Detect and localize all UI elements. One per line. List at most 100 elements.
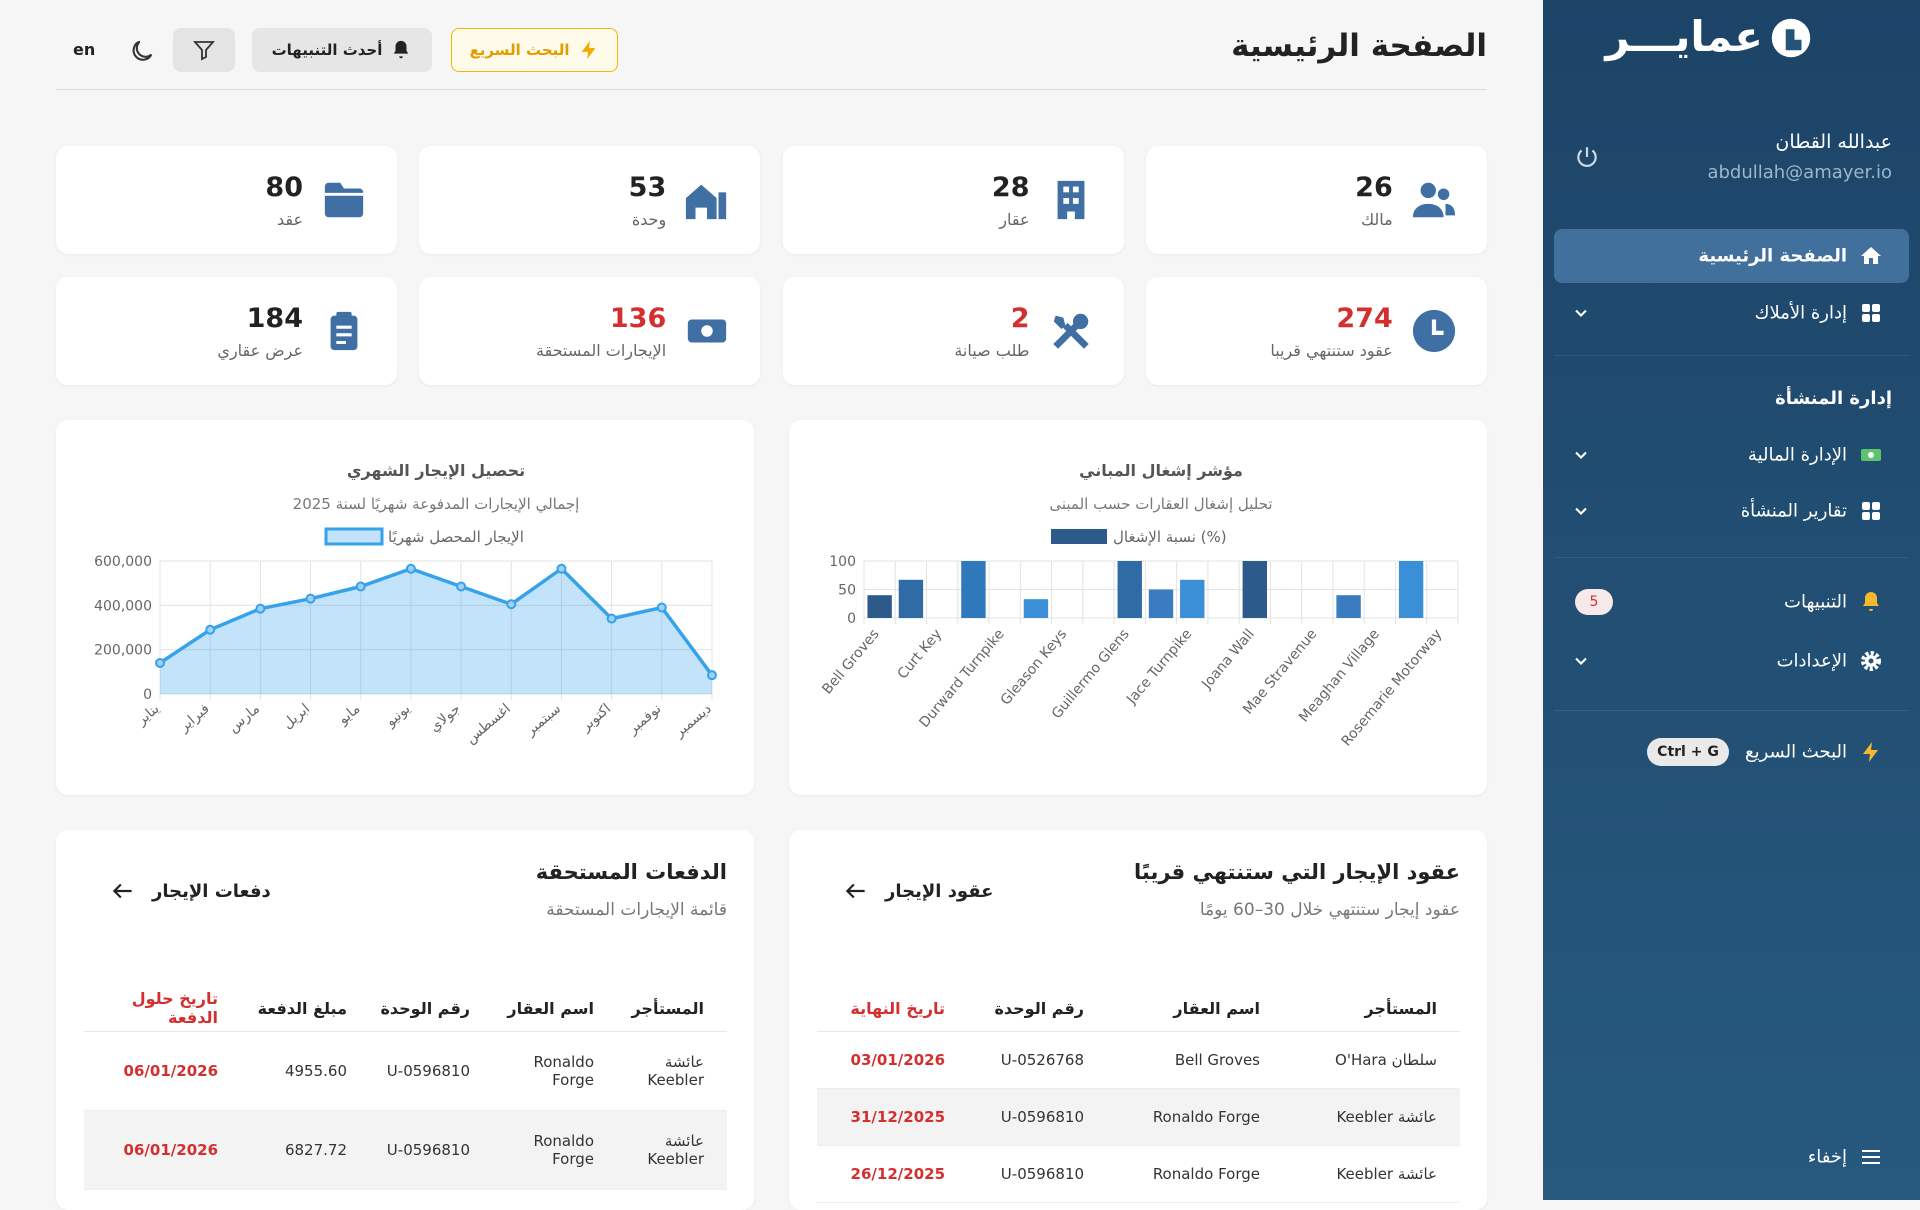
table-cell: U-0596810 <box>370 1031 493 1111</box>
arrow-icon-part <box>112 883 132 899</box>
x-tick-label: اغسطس <box>463 701 514 747</box>
table-row[interactable]: عائشة Keebler Ronaldo Forge U-0596810 26/12… <box>817 1145 1460 1203</box>
stat-card: 2 طلب صيانة <box>782 277 1124 385</box>
nav-item[interactable]: البحث السريع <box>1745 741 1847 763</box>
bar <box>1398 561 1424 618</box>
nav-item[interactable]: الإدارة المالية <box>1747 444 1847 466</box>
stat-value: 80 <box>265 172 303 203</box>
nav-icon <box>1861 449 1881 461</box>
logo-text: عمايـــر <box>1605 12 1763 61</box>
bar <box>898 579 924 618</box>
chart: تحصيل الإيجار الشهري إجمالي الإيجارات الم… <box>94 461 717 747</box>
bolt-icon <box>581 40 595 60</box>
nav-icon-part <box>1863 592 1879 611</box>
chart-title: تحصيل الإيجار الشهري <box>347 461 525 481</box>
x-tick-label: Jace Turnpike <box>1123 626 1195 708</box>
table-link[interactable]: عقود الإيجار <box>843 878 993 904</box>
column-header: اسم العقار <box>493 985 617 1032</box>
nav-item[interactable]: الإعدادات <box>1776 650 1847 672</box>
stat-value: 26 <box>1355 172 1393 203</box>
chart: مؤشر إشغال المباني تحليل إشغال العقارات ح… <box>819 461 1459 749</box>
payments-card: الدفعات المستحقة قائمة الإيجارات المستحقة… <box>56 830 754 1210</box>
point <box>155 657 165 668</box>
bell-icon-part <box>394 40 409 59</box>
x-tick-label: Joana Wall <box>1198 626 1257 693</box>
bell-icon <box>394 40 409 59</box>
user-email: abdullah@amayer.io <box>1707 162 1892 183</box>
column-header: المستأجر <box>617 985 727 1032</box>
point <box>606 613 617 624</box>
chevron-icon <box>1575 657 1587 665</box>
stat-icon-part <box>330 315 358 351</box>
area-fill <box>160 568 712 694</box>
x-tick-label: يونيو <box>382 701 413 731</box>
nav-icon <box>1861 247 1881 264</box>
nav-item[interactable]: الصفحة الرئيسية <box>1698 245 1847 267</box>
stat-icon-part <box>701 325 713 337</box>
nav-item[interactable]: إدارة الأملاك <box>1754 302 1847 324</box>
nav-icon <box>1862 304 1880 322</box>
table-link[interactable]: دفعات الإيجار <box>110 878 271 904</box>
nav-item[interactable]: إخفاء <box>1807 1146 1847 1168</box>
x-tick-label: Gleason Keys <box>998 626 1071 708</box>
stat-card: 26 مالك <box>1145 146 1487 254</box>
nav-item[interactable]: تقارير المنشأة <box>1740 500 1847 522</box>
y-tick-label: 600,000 <box>94 554 152 570</box>
table-row[interactable]: عائشة Keebler Ronaldo Forge U-0596810 4955.… <box>84 1031 727 1111</box>
chevron-icon <box>1575 451 1587 459</box>
table-cell: Ronaldo Forge <box>493 1110 617 1190</box>
x-tick-label: يناير <box>133 701 163 729</box>
moon-icon-part <box>132 40 153 61</box>
column-header: رقم الوحدة <box>370 985 493 1032</box>
bar <box>961 561 986 618</box>
occupancy-chart-card: مؤشر إشغال المباني تحليل إشغال العقارات ح… <box>789 420 1487 795</box>
language-toggle[interactable]: en <box>73 40 96 59</box>
stat-icon-part <box>1431 319 1444 336</box>
quick-search-button[interactable]: البحث السريع <box>451 28 618 72</box>
table-title: الدفعات المستحقة <box>535 860 727 884</box>
nav-icon-part <box>1862 502 1870 510</box>
stat-icon-part <box>1062 186 1069 193</box>
nav-icon <box>1862 1150 1880 1164</box>
notifications-button[interactable]: أحدث التنبيهات <box>252 28 432 72</box>
column-header: تاريخ النهاية <box>817 985 968 1032</box>
stat-label: مالك <box>1360 210 1393 229</box>
table-body: سلطان O'Hara Bell Groves U-0526768 03/01/20… <box>817 1031 1460 1203</box>
x-tick-label: ابريل <box>280 701 313 733</box>
stat-icon <box>324 182 364 218</box>
filter-button[interactable] <box>173 28 235 72</box>
nav-item[interactable]: التنبيهات <box>1784 591 1847 613</box>
stat-icon-part <box>718 192 727 220</box>
stat-label: وحدة <box>631 210 667 229</box>
column-header: اسم العقار <box>1107 985 1283 1032</box>
stat-icon <box>1057 180 1084 220</box>
y-tick-label: 50 <box>838 583 856 599</box>
section-heading: إدارة المنشأة <box>1775 388 1892 409</box>
nav-icon <box>1862 502 1880 520</box>
stat-card: 136 الإيجارات المستحقة <box>419 277 761 385</box>
page-title: الصفحة الرئيسية <box>1231 28 1487 64</box>
column-header: مبلغ الدفعة <box>241 985 370 1032</box>
column-header: المستأجر <box>1283 985 1460 1032</box>
table-cell: U-0596810 <box>968 1088 1107 1146</box>
table-cell: 06/01/2026 <box>84 1031 241 1111</box>
table-row[interactable]: عائشة Keebler Ronaldo Forge U-0596810 6827.… <box>84 1110 727 1190</box>
chart-subtitle: إجمالي الإيجارات المدفوعة شهريًا لسنة 20… <box>293 495 580 514</box>
x-tick-label: نوفمبر <box>624 701 664 738</box>
theme-toggle[interactable] <box>128 37 156 69</box>
legend-swatch <box>324 527 384 546</box>
user-name: عبدالله القطان <box>1775 131 1892 153</box>
table-row[interactable]: سلطان O'Hara Bell Groves U-0526768 03/01/20… <box>817 1031 1460 1089</box>
x-tick-label: مايو <box>335 701 364 729</box>
stat-card: 274 عقود ستنتهي قريبا <box>1145 277 1487 385</box>
stat-icon-part <box>1072 198 1079 204</box>
chart-title: مؤشر إشغال المباني <box>1079 461 1243 481</box>
x-tick-label: مارس <box>225 701 263 736</box>
x-tick-label: Curt Key <box>895 626 946 682</box>
arrow-icon-part <box>845 883 865 899</box>
x-tick-label: اكتوبر <box>577 701 614 736</box>
nav-icon-part <box>1868 658 1874 664</box>
table-row[interactable]: عائشة Keebler Ronaldo Forge U-0596810 31/12… <box>817 1088 1460 1146</box>
logo-icon-part <box>1785 29 1802 51</box>
